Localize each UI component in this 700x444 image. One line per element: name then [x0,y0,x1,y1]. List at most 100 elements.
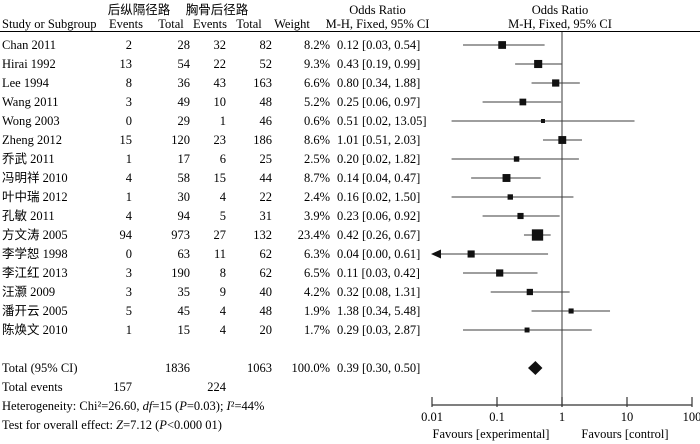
total-control: 22 [259,190,273,204]
events-experimental: 1 [125,190,132,204]
events-experimental: 5 [125,304,132,318]
or-marker [519,98,527,106]
or-marker [517,212,524,220]
total-control: 48 [259,304,273,318]
events-experimental: 3 [125,285,132,299]
weight-value: 2.5% [303,152,330,166]
or-marker [540,119,545,123]
study-row: Lee 1994 8 36 43 163 6.6% 0.80 [0.34, 1.88] [0,75,450,91]
total-control: 48 [259,95,273,109]
total-experimental: 35 [177,285,191,299]
or-ci-text: 0.80 [0.34, 1.88] [337,76,421,90]
study-row: Chan 2011 2 28 32 82 8.2% 0.12 [0.03, 0.54] [0,37,450,53]
or-marker [467,250,475,258]
column-header-method-plot: M-H, Fixed, 95% CI [508,17,612,31]
study-name: Lee 1994 [2,76,49,90]
total-events-label: Total events [2,380,63,394]
heterogeneity-line: Heterogeneity: Chi²=26.60, df=15 (P=0.03… [2,398,442,414]
events-experimental: 8 [125,76,132,90]
total-label: Total (95% CI) [2,361,78,375]
or-marker [496,269,504,277]
weight-value: 1.9% [303,304,330,318]
favours-control-label: Favours [control] [581,427,669,441]
or-ci-text: 0.51 [0.02, 13.05] [337,114,427,128]
stat-symbol: P [179,399,187,413]
column-header-study: Study or Subgroup [2,17,97,31]
study-name: 陈焕文 2010 [2,323,68,337]
study-name: 汪灏 2009 [2,285,56,299]
stat-text: Heterogeneity: Chi²=26.60, [2,399,143,413]
events-control: 6 [219,152,226,166]
total-control: 31 [259,209,273,223]
events-experimental: 94 [119,228,133,242]
events-experimental: 0 [125,247,132,261]
events-experimental: 0 [125,114,132,128]
events-control: 27 [213,228,227,242]
study-name: 孔敏 2011 [2,209,55,223]
stat-symbol: df [142,399,153,413]
events-experimental: 1 [125,323,132,337]
study-name: Zheng 2012 [2,133,63,147]
group2-header: 胸骨后径路 [185,3,249,17]
x-tick-label-100: 100 [682,410,700,424]
weight-value: 0.6% [303,114,330,128]
events-control: 1 [219,114,226,128]
study-row: 陈焕文 2010 1 15 4 20 1.7% 0.29 [0.03, 2.87] [0,322,450,338]
study-name: Chan 2011 [2,38,57,52]
weight-value: 3.9% [303,209,330,223]
or-marker [513,156,520,162]
total-n-control: 1063 [247,361,272,375]
or-ci-text: 0.14 [0.04, 0.47] [337,171,421,185]
x-tick-label-0.01: 0.01 [421,410,443,424]
column-header-events-experimental: Events [108,17,144,31]
stat-symbol: Z [116,418,124,432]
events-control: 10 [213,95,227,109]
or-ci-text: 0.11 [0.03, 0.42] [337,266,420,280]
study-row: 汪灏 2009 3 35 9 40 4.2% 0.32 [0.08, 1.31] [0,284,450,300]
column-header-weight: Weight [274,17,310,31]
total-experimental: 29 [177,114,191,128]
or-marker [552,79,560,87]
or-ci-text: 0.43 [0.19, 0.99] [337,57,421,71]
weight-value: 6.5% [303,266,330,280]
events-control: 15 [213,171,227,185]
study-name: Wang 2011 [2,95,59,109]
column-header-total-experimental: Total [158,17,184,31]
stat-symbol: P [159,418,167,432]
or-ci-text: 0.25 [0.06, 0.97] [337,95,421,109]
events-control: 9 [219,285,226,299]
total-experimental: 58 [177,171,191,185]
or-ci-text: 0.20 [0.02, 1.82] [337,152,421,166]
or-ci-text: 0.04 [0.00, 0.61] [337,247,421,261]
or-marker [531,229,544,241]
odds-ratio-text-column-title: Odds Ratio [349,3,406,17]
study-name: 李学恕 1998 [2,247,68,261]
or-marker [498,41,507,49]
x-tick-label-1: 1 [558,410,566,424]
study-row: 方文涛 2005 94 973 27 132 23.4% 0.42 [0.26, 0.67] [0,227,450,243]
total-experimental: 30 [177,190,191,204]
study-name: 李江红 2013 [2,266,68,280]
x-tick-label-10: 10 [620,410,634,424]
weight-value: 4.2% [303,285,330,299]
total-control: 62 [259,247,273,261]
stat-text: =15 ( [152,399,180,413]
or-ci-text: 0.42 [0.26, 0.67] [337,228,421,242]
events-experimental: 1 [125,152,132,166]
stat-text: Test for overall effect: [2,418,117,432]
events-control: 4 [219,190,226,204]
total-experimental: 94 [177,209,191,223]
header-group-row: 后纵隔径路 胸骨后径路 Odds Ratio Odds Ratio [0,3,700,18]
total-experimental: 36 [177,76,191,90]
events-experimental: 15 [119,133,133,147]
total-control: 163 [253,76,272,90]
total-row: Total (95% CI) 1836 1063 100.0% 0.39 [0.… [0,360,450,376]
total-control: 186 [253,133,272,147]
total-or-ci-text: 0.39 [0.30, 0.50] [337,361,421,375]
overall-effect-test-line: Test for overall effect: Z=7.12 (P<0.000… [2,417,442,433]
total-control: 20 [259,323,273,337]
study-row: 乔武 2011 1 17 6 25 2.5% 0.20 [0.02, 1.82] [0,151,450,167]
study-name: 方文涛 2005 [2,228,68,242]
or-marker [558,136,567,144]
